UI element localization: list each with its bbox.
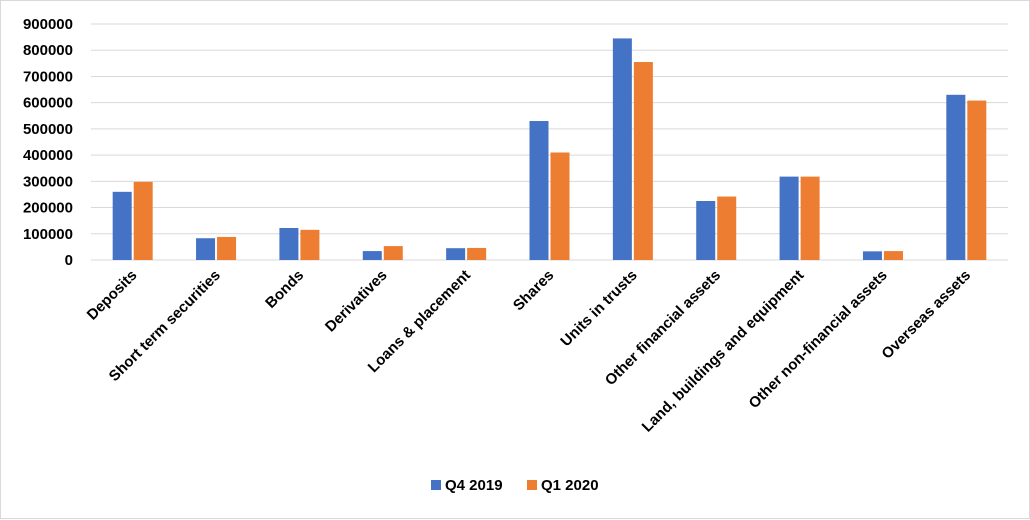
bar-q4-2019 xyxy=(696,201,716,260)
bar-q1-2020 xyxy=(633,62,653,261)
bar-q4-2019 xyxy=(196,238,216,260)
bar-q4-2019 xyxy=(779,176,799,260)
bar-q4-2019 xyxy=(862,251,882,260)
bar-q4-2019 xyxy=(362,251,382,260)
bar-q1-2020 xyxy=(383,246,403,260)
y-tick-label: 200000 xyxy=(23,200,73,217)
bar-q4-2019 xyxy=(279,228,299,260)
gridlines xyxy=(91,23,1008,261)
y-tick-label: 800000 xyxy=(23,42,73,59)
bar-q1-2020 xyxy=(300,229,320,260)
bar-q1-2020 xyxy=(133,181,153,260)
bar-q1-2020 xyxy=(800,176,820,260)
y-tick-label: 400000 xyxy=(23,147,73,164)
bar-q1-2020 xyxy=(467,247,487,260)
bar-q1-2020 xyxy=(217,236,237,260)
bar-q1-2020 xyxy=(717,196,737,260)
bar-q4-2019 xyxy=(612,38,632,260)
x-tick-label: Land, buildings and equipment xyxy=(639,267,808,436)
y-tick-label: 700000 xyxy=(23,68,73,85)
y-axis-ticks: 0 100000 200000 300000 400000 500000 600000 700… xyxy=(23,16,73,269)
x-tick-label: Derivatives xyxy=(322,267,391,336)
bar-q1-2020 xyxy=(550,152,570,260)
y-tick-label: 500000 xyxy=(23,121,73,138)
x-tick-label: Overseas assets xyxy=(878,267,974,363)
x-tick-label: Bonds xyxy=(262,267,307,312)
bar-q1-2020 xyxy=(883,251,903,260)
y-tick-label: 900000 xyxy=(23,16,73,33)
y-tick-label: 300000 xyxy=(23,173,73,190)
y-tick-label: 600000 xyxy=(23,95,73,112)
legend: Q4 2019 Q1 2020 xyxy=(431,477,599,494)
legend-label: Q4 2019 xyxy=(445,477,503,494)
x-tick-label: Other non-financial assets xyxy=(746,267,891,412)
bar-q4-2019 xyxy=(446,248,466,260)
bar-q4-2019 xyxy=(946,94,966,260)
x-tick-label: Shares xyxy=(510,267,557,314)
bar-q4-2019 xyxy=(529,121,549,261)
bar-q4-2019 xyxy=(112,191,132,260)
y-tick-label: 100000 xyxy=(23,226,73,243)
y-tick-label: 0 xyxy=(65,252,73,269)
bars xyxy=(112,38,987,261)
x-tick-label: Units in trusts xyxy=(557,267,640,350)
bar-q1-2020 xyxy=(967,100,987,261)
legend-swatch xyxy=(431,480,441,490)
legend-swatch xyxy=(527,480,537,490)
legend-label: Q1 2020 xyxy=(541,477,599,494)
x-tick-label: Deposits xyxy=(84,267,141,324)
